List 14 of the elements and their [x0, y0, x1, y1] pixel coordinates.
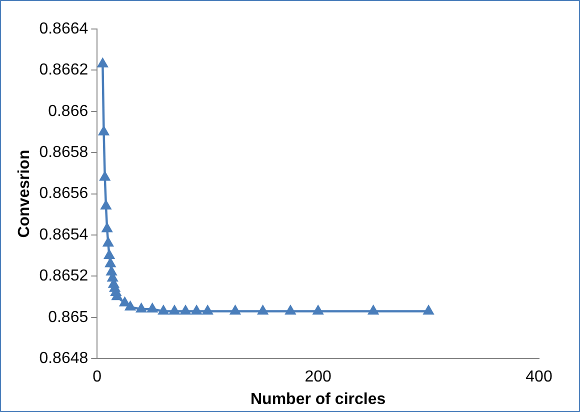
- y-tick-label: 0.8654: [39, 226, 88, 244]
- y-tick-label: 0.865: [48, 308, 88, 326]
- x-tick-label: 200: [304, 368, 332, 386]
- y-tick-label: 0.8662: [39, 62, 88, 79]
- x-tick-label: 0: [92, 368, 102, 386]
- y-axis-title: Convesrion: [16, 150, 34, 238]
- y-tick-label: 0.8648: [39, 350, 88, 368]
- x-tick-label: 400: [526, 368, 552, 386]
- y-tick-label: 0.866: [48, 102, 88, 120]
- x-axis-title: Number of circles: [250, 390, 386, 408]
- y-tick-label: 0.8658: [39, 144, 88, 162]
- y-tick-label: 0.8656: [39, 185, 88, 202]
- y-tick-label: 0.8652: [39, 268, 88, 285]
- y-tick-label: 0.8664: [39, 20, 88, 38]
